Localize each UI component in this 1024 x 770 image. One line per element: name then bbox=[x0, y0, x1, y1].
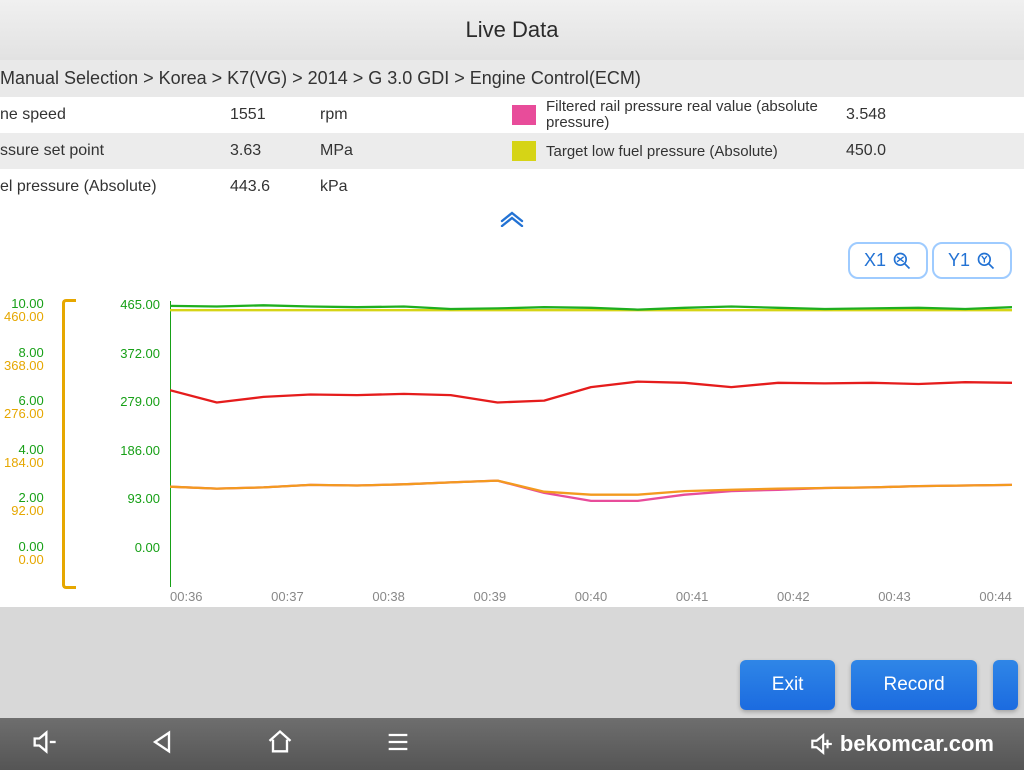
volume-down-icon[interactable] bbox=[30, 728, 58, 761]
param-name: ssure set point bbox=[0, 142, 230, 160]
watermark: bekomcar.com bbox=[808, 731, 994, 757]
breadcrumb: Manual Selection > Korea > K7(VG) > 2014… bbox=[0, 60, 1024, 97]
table-row: ne speed 1551 rpm Filtered rail pressure… bbox=[0, 97, 1024, 133]
param-value: 3.63 bbox=[230, 142, 320, 160]
zoom-y-icon bbox=[976, 251, 996, 271]
watermark-text: bekomcar.com bbox=[840, 731, 994, 757]
zoom-x-button[interactable]: X1 bbox=[848, 242, 928, 279]
android-nav-bar: bekomcar.com bbox=[0, 718, 1024, 770]
zoom-y-label: Y1 bbox=[948, 250, 970, 271]
zoom-controls: X1 Y1 bbox=[0, 238, 1024, 287]
exit-button[interactable]: Exit bbox=[740, 660, 836, 710]
zoom-x-icon bbox=[892, 251, 912, 271]
record-button[interactable]: Record bbox=[851, 660, 976, 710]
table-row: ssure set point 3.63 MPa Target low fuel… bbox=[0, 133, 1024, 169]
zoom-y-button[interactable]: Y1 bbox=[932, 242, 1012, 279]
param-value: 450.0 bbox=[846, 142, 936, 160]
param-value: 443.6 bbox=[230, 178, 320, 196]
menu-icon[interactable] bbox=[384, 728, 412, 761]
volume-up-icon bbox=[808, 731, 834, 757]
axis-bracket bbox=[62, 299, 76, 589]
home-icon[interactable] bbox=[266, 728, 294, 761]
more-button[interactable] bbox=[993, 660, 1018, 710]
param-value: 1551 bbox=[230, 106, 320, 124]
chart-area: 10.00460.008.00368.006.00276.004.00184.0… bbox=[0, 287, 1024, 607]
param-unit: kPa bbox=[320, 178, 400, 196]
x-axis-ticks: 00:3600:3700:3800:3900:4000:4100:4200:43… bbox=[170, 589, 1012, 604]
page-title: Live Data bbox=[0, 0, 1024, 60]
param-name: el pressure (Absolute) bbox=[0, 178, 230, 196]
y-axis-left: 10.00460.008.00368.006.00276.004.00184.0… bbox=[4, 297, 44, 588]
action-buttons: Exit Record bbox=[740, 660, 1018, 710]
param-name: Target low fuel pressure (Absolute) bbox=[546, 143, 846, 160]
collapse-chevron-icon[interactable] bbox=[0, 205, 1024, 238]
series-color-swatch bbox=[512, 105, 536, 125]
data-table: ne speed 1551 rpm Filtered rail pressure… bbox=[0, 97, 1024, 205]
param-name: Filtered rail pressure real value (absol… bbox=[546, 99, 846, 132]
param-unit: rpm bbox=[320, 106, 400, 124]
zoom-x-label: X1 bbox=[864, 250, 886, 271]
table-row: el pressure (Absolute) 443.6 kPa bbox=[0, 169, 1024, 205]
param-value: 3.548 bbox=[846, 106, 936, 124]
param-unit: MPa bbox=[320, 142, 400, 160]
series-color-swatch bbox=[512, 141, 536, 161]
chart-plot bbox=[170, 301, 1012, 587]
param-name: ne speed bbox=[0, 106, 230, 124]
y-axis-mid: 465.00372.00279.00186.0093.000.00 bbox=[110, 297, 160, 588]
back-icon[interactable] bbox=[148, 728, 176, 761]
